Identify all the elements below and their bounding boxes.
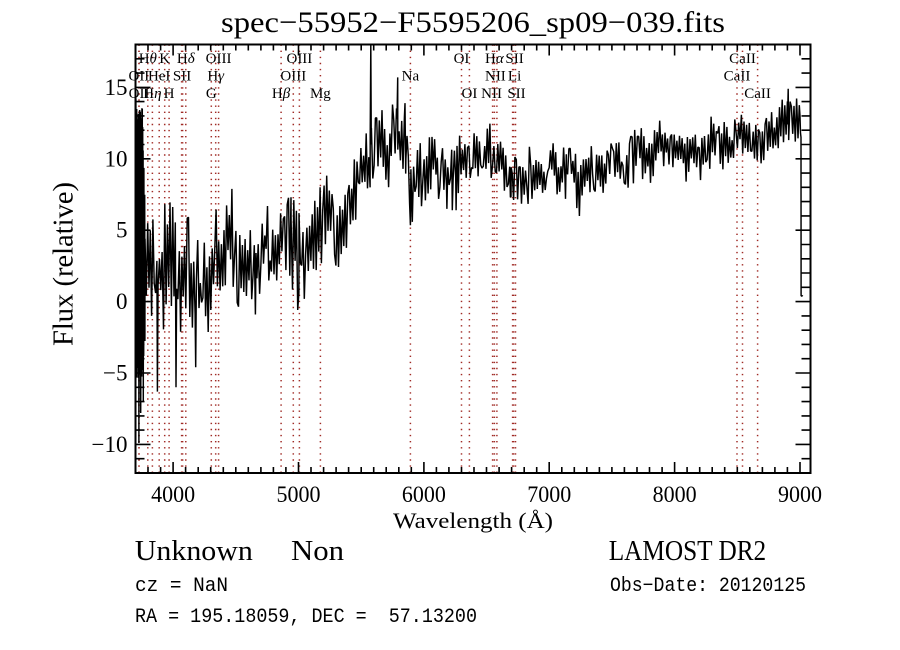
svg-text:OI: OI [454,51,470,67]
svg-text:Flux (relative): Flux (relative) [49,182,80,346]
svg-text:OIII: OIII [206,51,232,67]
svg-text:OII: OII [129,86,150,102]
svg-text:Hθ: Hθ [139,51,158,67]
svg-text:−5: −5 [103,361,127,386]
svg-text:Mg: Mg [310,86,331,102]
svg-text:Hδ: Hδ [177,51,196,67]
svg-text:Non: Non [291,535,345,567]
svg-text:9000: 9000 [778,482,822,507]
svg-text:SII: SII [507,86,525,102]
svg-text:OIII: OIII [280,69,306,85]
svg-text:6000: 6000 [402,482,446,507]
svg-text:15: 15 [105,75,128,100]
svg-text:RA = 195.18059, DEC = 57.1320: RA = 195.18059, DEC = 57.13200 [135,606,477,629]
svg-text:7000: 7000 [527,482,571,507]
svg-text:OIII: OIII [286,51,312,67]
svg-text:CaII: CaII [744,86,771,102]
svg-text:Li: Li [508,69,521,85]
svg-text:Hη: Hη [143,86,161,102]
svg-text:Wavelength (Å): Wavelength (Å) [393,508,553,533]
svg-text:LAMOST DR2: LAMOST DR2 [609,535,767,567]
svg-text:8000: 8000 [653,482,697,507]
svg-text:OII: OII [128,69,149,85]
svg-text:SII: SII [173,69,191,85]
svg-text:spec−55952−F5595206_sp09−039.f: spec−55952−F5595206_sp09−039.fits [221,6,725,39]
svg-text:CaII: CaII [724,69,751,85]
svg-text:Hα: Hα [485,51,505,67]
svg-text:cz = NaN: cz = NaN [135,575,228,598]
svg-text:HeI: HeI [148,69,171,85]
svg-text:NII: NII [485,69,506,85]
svg-text:5000: 5000 [277,482,321,507]
svg-text:SII: SII [505,51,523,67]
svg-text:NII: NII [481,86,502,102]
svg-text:−10: −10 [92,432,128,457]
svg-text:5: 5 [116,218,128,243]
svg-text:Hβ: Hβ [272,86,291,102]
svg-text:OI: OI [461,86,477,102]
svg-text:K: K [159,51,170,67]
svg-text:Na: Na [402,69,420,85]
svg-text:4000: 4000 [151,482,195,507]
svg-text:Hγ: Hγ [207,69,225,85]
svg-text:10: 10 [105,146,128,171]
svg-text:G: G [206,86,217,102]
svg-text:H: H [164,86,175,102]
svg-text:CaII: CaII [729,51,756,67]
svg-text:0: 0 [116,289,128,314]
svg-text:Unknown: Unknown [135,535,254,567]
svg-text:Obs−Date: 20120125: Obs−Date: 20120125 [610,575,806,598]
